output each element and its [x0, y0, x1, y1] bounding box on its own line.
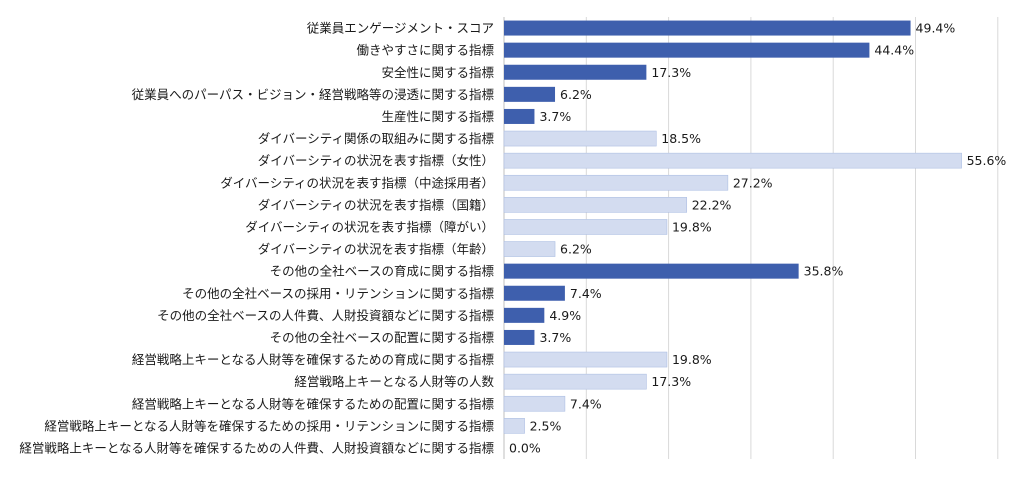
value-label: 4.9%: [549, 308, 581, 323]
category-label: 経営戦略上キーとなる人財等を確保するための配置に関する指標: [132, 396, 495, 411]
bar: [504, 108, 535, 124]
value-labels: 49.4%44.4% 17.3% 6.2% 3.7% 18.5% 55.6% 27.2%22…: [509, 21, 1006, 456]
bar: [504, 86, 556, 102]
value-label: 35.8%: [804, 264, 844, 279]
value-label: 44.4%: [874, 43, 914, 58]
bar: [503, 373, 647, 390]
category-label: 働きやすさに関する指標: [356, 43, 494, 58]
category-label: ダイバーシティの状況を表す指標（障がい）: [245, 219, 494, 234]
category-label: その他の全社ベースの配置に関する指標: [270, 330, 495, 345]
bar: [504, 329, 535, 345]
bar: [503, 197, 688, 213]
value-label: 0.0%: [509, 440, 541, 455]
value-label: 17.3%: [651, 65, 691, 80]
value-label: 19.8%: [672, 219, 712, 234]
value-label: 17.3%: [651, 374, 691, 389]
value-label: 27.2%: [733, 175, 773, 190]
value-label: 3.7%: [539, 330, 571, 345]
bar: [503, 395, 566, 412]
bar: [503, 174, 729, 191]
value-label: 6.2%: [560, 87, 592, 102]
bar: [504, 285, 565, 301]
value-label: 2.5%: [530, 418, 562, 433]
gridlines: [503, 17, 999, 459]
value-label: 7.4%: [570, 396, 602, 411]
bar: [503, 152, 962, 169]
category-label: 経営戦略上キーとなる人財等の人数: [294, 374, 494, 389]
bar: [504, 20, 911, 36]
category-label: ダイバーシティの状況を表す指標（中途採用者）: [220, 175, 494, 190]
bar: [503, 351, 668, 368]
category-label: 経営戦略上キーとなる人財等を確保するための育成に関する指標: [132, 352, 495, 367]
value-label: 49.4%: [916, 21, 956, 36]
category-label: その他の全社ベースの人件費、人財投資額などに関する指標: [157, 308, 494, 323]
bar: [504, 263, 799, 279]
bar: [503, 418, 525, 434]
category-label: その他の全社ベースの採用・リテンションに関する指標: [182, 286, 494, 301]
category-label: ダイバーシティの状況を表す指標（年齢）: [258, 242, 494, 257]
value-label: 19.8%: [672, 352, 712, 367]
bars: [503, 20, 962, 434]
category-label: 安全性に関する指標: [381, 65, 494, 80]
category-label: その他の全社ベースの育成に関する指標: [270, 264, 495, 279]
value-label: 55.6%: [967, 153, 1007, 168]
value-label: 22.2%: [692, 197, 732, 212]
bar: [503, 219, 668, 235]
category-label: ダイバーシティ関係の取組みに関する指標: [258, 131, 495, 146]
category-label: ダイバーシティの状況を表す指標（国籍）: [258, 197, 494, 212]
category-label: 経営戦略上キーとなる人財等を確保するための採用・リテンションに関する指標: [44, 418, 494, 433]
category-label: 経営戦略上キーとなる人財等を確保するための人件費、人財投資額などに関する指標: [19, 440, 494, 455]
value-label: 7.4%: [570, 286, 602, 301]
bar: [503, 241, 556, 257]
category-label: ダイバーシティの状況を表す指標（女性）: [258, 153, 494, 168]
category-label: 生産性に関する指標: [381, 109, 494, 124]
bar: [504, 42, 870, 58]
value-label: 6.2%: [560, 242, 592, 257]
category-labels: 従業員エンゲージメント・スコア働きやすさに関する指標安全性に関する指標従業員への…: [19, 21, 494, 456]
category-label: 従業員エンゲージメント・スコア: [307, 21, 494, 36]
bar: [504, 64, 647, 80]
value-label: 3.7%: [539, 109, 571, 124]
category-label: 従業員へのパーパス・ビジョン・経営戦略等の浸透に関する指標: [132, 87, 495, 102]
bar: [504, 307, 545, 323]
bar: [503, 130, 657, 147]
value-label: 18.5%: [661, 131, 701, 146]
